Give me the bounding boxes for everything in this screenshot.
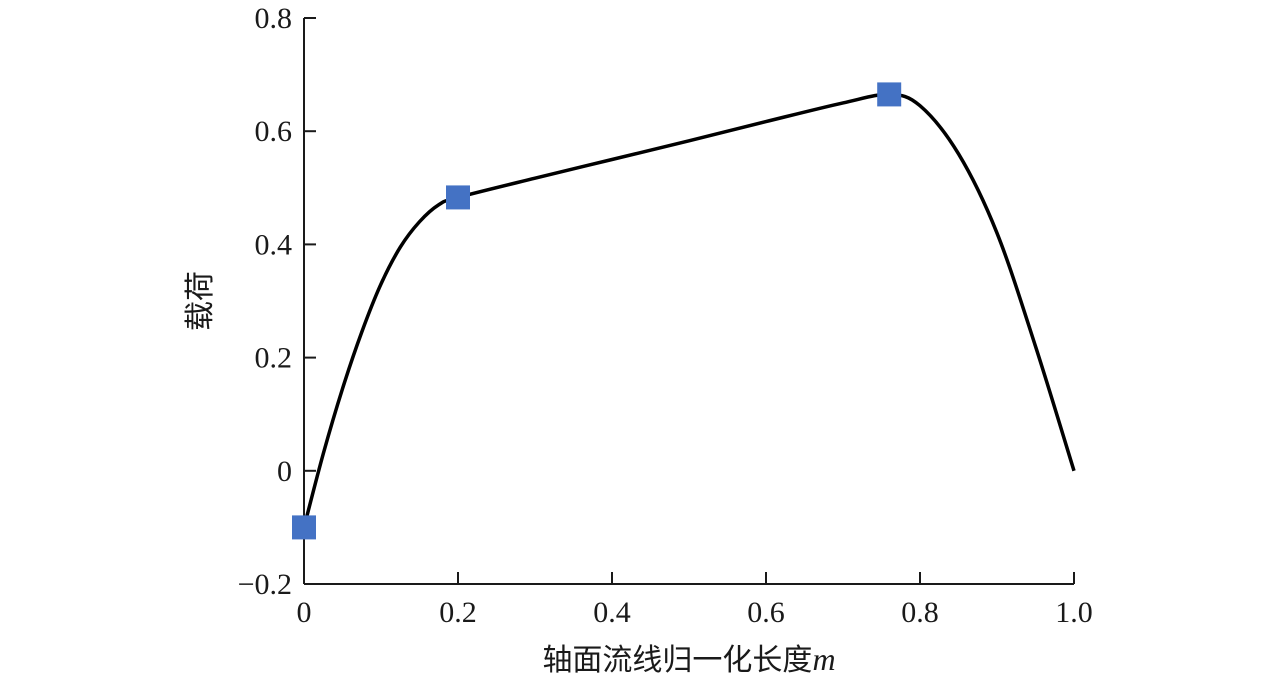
x-tick-label: 0.2 — [439, 596, 477, 629]
y-tick-label: 0.4 — [255, 228, 293, 261]
x-axis-label: 轴面流线归一化长度m — [542, 641, 835, 678]
marker-point — [877, 82, 902, 107]
x-axis-label-text: 轴面流线归一化长度 — [542, 643, 812, 678]
x-axis-label-var: m — [812, 641, 835, 677]
y-tick-label: 0.8 — [255, 2, 293, 35]
y-tick-label: 0 — [277, 455, 292, 488]
x-tick-label: 0.6 — [747, 596, 785, 629]
y-tick-label: 0.2 — [255, 342, 293, 375]
x-tick-label: 0.4 — [593, 596, 631, 629]
marker-points — [292, 82, 902, 540]
x-tick-label: 1.0 — [1055, 596, 1093, 629]
axes — [303, 18, 1074, 585]
series — [302, 92, 1076, 528]
ticks: −0.200.20.40.60.80 0.2 0.4 0.6 0.8 1.0 — [238, 2, 1093, 629]
marker-point — [446, 185, 470, 210]
y-tick-label: −0.2 — [238, 568, 292, 601]
y-axis-label: 载荷 — [183, 271, 218, 331]
x-tick-label: 0.8 — [901, 596, 939, 629]
y-tick-label: 0.6 — [255, 115, 293, 148]
marker-point — [292, 515, 316, 540]
series-line — [302, 92, 1076, 528]
x-tick-label: 0 — [297, 596, 312, 629]
